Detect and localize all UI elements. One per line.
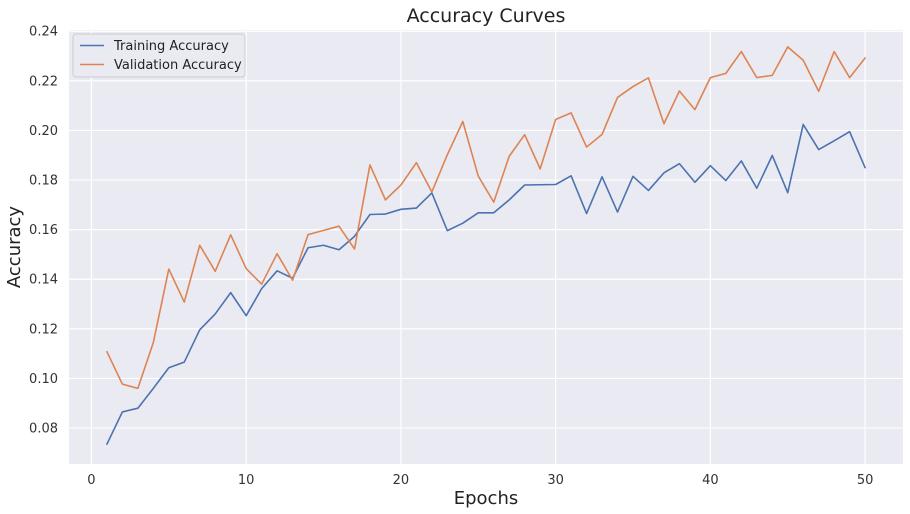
x-tick-label: 30	[547, 473, 564, 488]
legend-label-validation: Validation Accuracy	[114, 58, 242, 73]
x-tick-label: 40	[702, 473, 719, 488]
series-lines	[106, 46, 866, 445]
series-line-training	[106, 123, 866, 445]
y-tick-label: 0.14	[29, 273, 58, 288]
y-tick-label: 0.10	[29, 372, 58, 387]
chart-title: Accuracy Curves	[407, 5, 566, 27]
legend-box	[72, 33, 246, 78]
y-tick-label: 0.24	[29, 25, 58, 40]
legend: Training Accuracy Validation Accuracy	[72, 33, 246, 78]
grid-lines	[69, 30, 903, 464]
x-tick-label: 20	[393, 473, 410, 488]
x-axis-label: Epochs	[454, 488, 519, 509]
y-tick-label: 0.12	[29, 322, 58, 337]
series-line-validation	[106, 46, 866, 390]
plot-background	[69, 30, 903, 464]
y-tick-label: 0.20	[29, 124, 58, 139]
y-tick-label: 0.08	[29, 422, 58, 437]
x-tick-label: 0	[87, 473, 95, 488]
y-tick-labels: 0.08 0.10 0.12 0.14 0.16 0.18 0.20 0.22 0.24	[29, 25, 58, 437]
legend-label-training: Training Accuracy	[113, 39, 229, 54]
y-tick-label: 0.18	[29, 174, 58, 189]
x-tick-label: 10	[238, 473, 255, 488]
x-tick-label: 50	[857, 473, 874, 488]
y-axis-label: Accuracy	[4, 206, 25, 289]
y-tick-label: 0.22	[29, 74, 58, 89]
y-tick-label: 0.16	[29, 223, 58, 238]
x-tick-labels: 0 10 20 30 40 50	[87, 473, 873, 488]
